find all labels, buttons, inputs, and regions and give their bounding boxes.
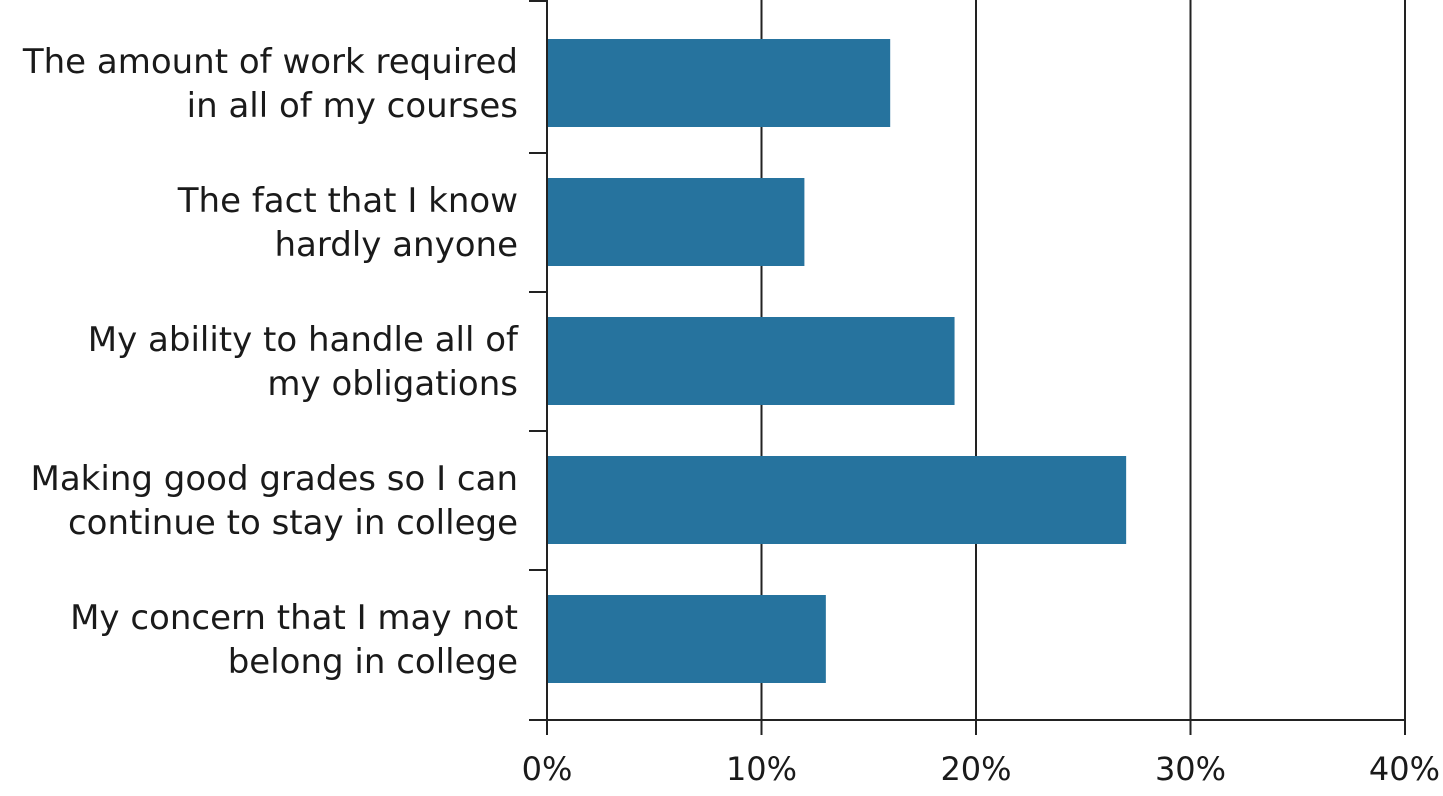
bars: [547, 39, 1127, 683]
category-label-line: My ability to handle all of: [88, 320, 519, 360]
x-tick-label-10: 10%: [726, 750, 797, 788]
category-label-line: My concern that I may not: [70, 598, 518, 638]
category-label-line: hardly anyone: [275, 225, 519, 265]
bar-3: [547, 456, 1127, 544]
x-tick-label-30: 30%: [1155, 750, 1226, 788]
category-label-line: continue to stay in college: [68, 503, 518, 543]
category-label-1: The fact that I know hardly anyone: [177, 181, 518, 265]
category-label-2: My ability to handle all of my obligation…: [88, 320, 519, 404]
category-label-line: my obligations: [267, 364, 518, 404]
x-tick-label-40: 40%: [1369, 750, 1440, 788]
x-tick-label-0: 0%: [522, 750, 573, 788]
category-label-line: Making good grades so I can: [31, 459, 518, 499]
x-tick-label-20: 20%: [940, 750, 1011, 788]
category-label-line: The amount of work required: [22, 42, 518, 82]
bar-1: [547, 178, 805, 266]
category-label-0: The amount of work required in all of my …: [22, 42, 518, 126]
category-label-line: belong in college: [228, 642, 518, 682]
tick-labels: 0% 10% 20% 30% 40%: [522, 750, 1440, 788]
bar-2: [547, 317, 955, 405]
bar-0: [547, 39, 891, 127]
category-label-4: My concern that I may not belong in colle…: [70, 598, 518, 682]
axes: [529, 0, 1405, 735]
bar-4: [547, 595, 826, 683]
category-label-line: in all of my courses: [187, 86, 518, 126]
category-labels: The amount of work required in all of my …: [22, 42, 519, 682]
category-label-3: Making good grades so I can continue to s…: [31, 459, 518, 543]
category-label-line: The fact that I know: [177, 181, 518, 221]
